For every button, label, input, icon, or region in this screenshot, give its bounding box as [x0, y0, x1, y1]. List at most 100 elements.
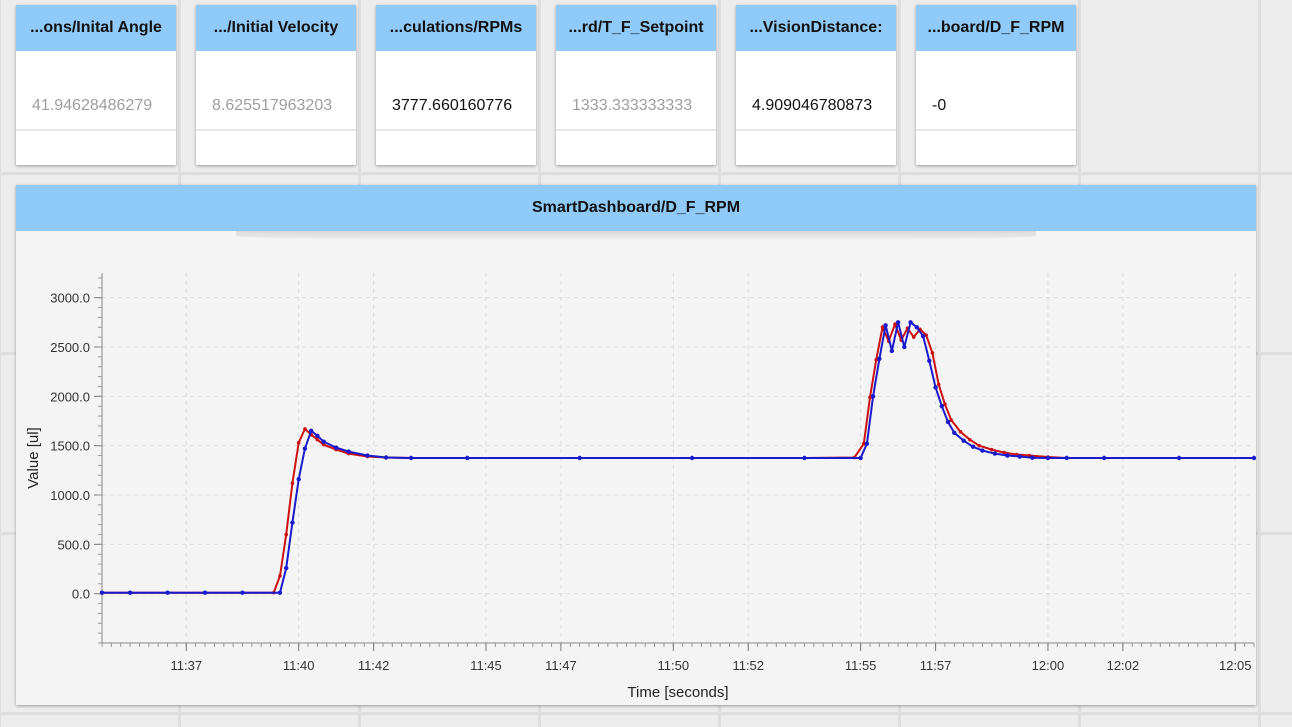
data-point — [949, 418, 953, 422]
tile-title: ...rd/T_F_Setpoint — [556, 5, 716, 51]
data-point — [992, 451, 998, 456]
data-point — [577, 455, 582, 461]
data-point — [1002, 450, 1007, 455]
data-point — [889, 348, 895, 354]
data-point — [945, 419, 951, 425]
data-point — [321, 442, 326, 447]
y-tick-label: 1500.0 — [50, 439, 90, 454]
data-point — [290, 520, 295, 525]
data-point — [689, 455, 695, 461]
tile-value[interactable]: 4.909046780873 — [752, 97, 873, 114]
tile-initial-velocity[interactable]: .../Initial Velocity 8.625517963203 — [196, 5, 356, 165]
data-point — [943, 402, 947, 407]
y-axis-label: Value [ul] — [25, 427, 42, 488]
data-point — [1005, 453, 1010, 458]
data-point — [283, 565, 289, 571]
header-shadow — [236, 231, 1036, 241]
x-tick-label: 12:02 — [1107, 658, 1140, 673]
y-tick-label: 0.0 — [72, 587, 90, 602]
data-point — [1251, 455, 1256, 461]
data-point — [914, 325, 920, 330]
data-point — [877, 356, 882, 362]
data-point — [864, 441, 870, 446]
axes: 0.0 500.0 1000.0 1500.0 2000.0 2500.0 3000.0 11… — [50, 273, 1255, 673]
data-point — [870, 394, 876, 399]
tile-title: ...board/D_F_RPM — [916, 5, 1076, 51]
line-chart[interactable]: 0.0 500.0 1000.0 1500.0 2000.0 2500.0 3000.0 11… — [16, 185, 1256, 705]
data-point — [408, 455, 414, 461]
x-tick-label: 11:57 — [920, 658, 952, 673]
data-point — [127, 590, 133, 595]
data-point — [902, 344, 907, 350]
tile-underline — [16, 129, 176, 131]
tile-d-f-rpm[interactable]: ...board/D_F_RPM -0 — [916, 5, 1076, 165]
data-point — [296, 440, 301, 445]
data-point — [883, 323, 888, 328]
data-point — [924, 333, 928, 337]
tile-underline — [556, 129, 716, 131]
tile-value[interactable]: 41.94628486279 — [32, 97, 153, 114]
tile-value[interactable]: 8.625517963203 — [212, 97, 333, 114]
y-tick-label: 2000.0 — [50, 389, 90, 404]
data-point — [861, 441, 866, 446]
data-point — [202, 590, 208, 595]
tile-t-f-setpoint[interactable]: ...rd/T_F_Setpoint 1333.333333333 — [556, 5, 716, 165]
graph-title: SmartDashboard/D_F_RPM — [16, 185, 1256, 231]
tile-value[interactable]: -0 — [932, 97, 947, 114]
data-point — [930, 351, 935, 355]
x-tick-label: 12:05 — [1219, 658, 1252, 673]
data-point — [315, 433, 320, 438]
x-tick-label: 11:42 — [358, 658, 390, 673]
x-tick-label: 11:52 — [732, 658, 764, 673]
tile-value[interactable]: 1333.333333333 — [572, 97, 693, 114]
data-point — [802, 455, 807, 461]
tile-rpms[interactable]: ...culations/RPMs 3777.660160776 — [376, 5, 536, 165]
y-tick-label: 1000.0 — [50, 488, 90, 503]
tile-title: .../Initial Velocity — [196, 5, 356, 51]
x-tick-label: 11:40 — [283, 658, 315, 673]
y-tick-label: 500.0 — [57, 537, 90, 552]
graph-widget[interactable]: SmartDashboard/D_F_RPM 0.0 500.0 1000.0 150… — [16, 185, 1256, 705]
data-point — [911, 335, 916, 339]
data-point — [1064, 455, 1069, 461]
x-tick-label: 11:55 — [845, 658, 877, 673]
data-point — [303, 427, 307, 431]
data-point — [277, 590, 283, 595]
data-point — [240, 590, 245, 595]
data-point — [1101, 455, 1107, 461]
data-point — [908, 320, 913, 325]
tile-title: ...culations/RPMs — [376, 5, 536, 51]
data-point — [868, 395, 872, 400]
tile-vision-distance[interactable]: ...VisionDistance: 4.909046780873 — [736, 5, 896, 165]
data-point — [958, 430, 963, 434]
data-point — [880, 325, 885, 330]
data-point — [980, 448, 985, 453]
data-point — [895, 320, 901, 325]
y-tick-label: 3000.0 — [50, 291, 90, 306]
data-point — [933, 385, 938, 390]
data-point — [321, 439, 326, 444]
data-point — [346, 449, 351, 454]
series-lines — [99, 320, 1256, 595]
y-tick-label: 2500.0 — [50, 340, 90, 355]
data-point — [1176, 455, 1182, 461]
data-point — [1017, 454, 1023, 459]
tile-initial-angle[interactable]: ...ons/Inital Angle 41.94628486279 — [16, 5, 176, 165]
data-point — [858, 455, 863, 461]
x-tick-label: 11:47 — [545, 658, 577, 673]
data-point — [939, 404, 945, 409]
data-point — [383, 455, 389, 460]
tile-value[interactable]: 3777.660160776 — [392, 97, 513, 114]
tile-title: ...VisionDistance: — [736, 5, 896, 51]
data-point — [99, 590, 105, 595]
data-point — [1030, 455, 1035, 460]
data-point — [290, 481, 295, 485]
data-point — [920, 333, 926, 339]
x-tick-label: 11:50 — [658, 658, 690, 673]
data-point — [977, 443, 982, 448]
data-point — [1045, 455, 1051, 461]
data-point — [315, 437, 320, 442]
data-point — [165, 590, 170, 595]
x-axis-label: Time [seconds] — [627, 684, 728, 701]
data-point — [302, 446, 308, 451]
